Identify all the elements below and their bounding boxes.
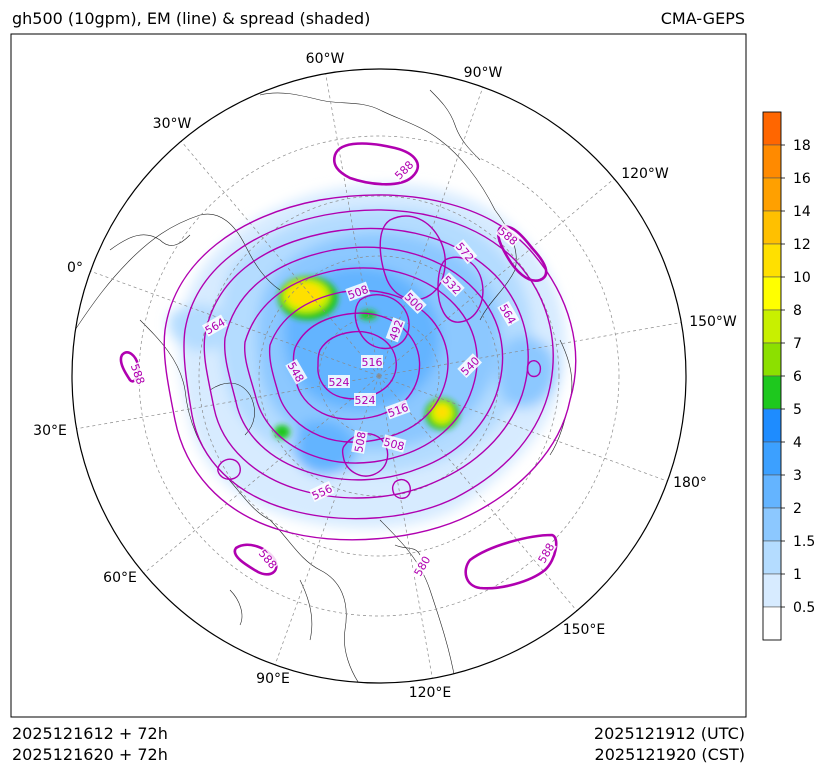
contour-label-bg <box>128 361 149 387</box>
contour-label-bg <box>328 375 350 388</box>
globe-outline <box>71 68 687 684</box>
colorbar-segment <box>762 177 782 212</box>
colorbar-label: 12 <box>793 237 811 253</box>
longitude-label: 90°E <box>256 671 290 687</box>
contour-label-bg <box>497 300 520 327</box>
contour-label-bg <box>385 317 406 343</box>
colorbar-label: 10 <box>793 270 811 286</box>
em-contours <box>163 194 577 541</box>
colorbar-segment <box>762 111 782 146</box>
colorbar-segment <box>762 342 782 377</box>
colorbar-segment <box>762 441 782 476</box>
contour-label-bg <box>256 546 281 572</box>
colorbar-label: 2 <box>793 501 802 517</box>
contour-label-bg <box>391 157 417 183</box>
coastlines <box>74 89 573 683</box>
valid-time-cst: 2025121920 (CST) <box>594 745 745 764</box>
colorbar: 18 16 14 12 10 8 7 6 5 4 3 2 1.5 1 0.5 <box>762 111 815 641</box>
map-title: gh500 (10gpm), EM (line) & spread (shade… <box>12 9 371 28</box>
contour-label-text: 508 <box>352 431 368 454</box>
model-name: CMA-GEPS <box>660 9 745 28</box>
colorbar-label: 8 <box>793 303 802 319</box>
colorbar-label: 1 <box>793 567 802 583</box>
colorbar-label: 7 <box>793 336 802 352</box>
longitude-label: 30°W <box>153 116 192 132</box>
colorbar-segment <box>762 210 782 245</box>
longitude-label: 180° <box>673 475 707 491</box>
colorbar-segment <box>762 144 782 179</box>
contour-label: 508 <box>351 429 369 454</box>
longitude-label: 120°E <box>409 685 452 701</box>
colorbar-segment <box>762 276 782 311</box>
colorbar-segment <box>762 540 782 575</box>
longitude-label: 150°E <box>563 622 606 638</box>
colorbar-label: 5 <box>793 402 802 418</box>
contour-label-bg <box>457 353 483 379</box>
longitude-label: 60°E <box>103 570 137 586</box>
contour-label-bg <box>354 393 376 406</box>
contour-label-text: 508 <box>382 435 406 453</box>
colorbar-label: 1.5 <box>793 534 815 550</box>
contour-label: 524 <box>354 393 376 407</box>
init-time-utc: 2025121612 + 72h <box>12 724 168 743</box>
contour-label-bg <box>439 272 465 298</box>
colorbar-label: 0.5 <box>793 600 815 616</box>
contour-label-bg <box>309 481 335 503</box>
contour-label-text: 516 <box>362 356 383 369</box>
colorbar-segment <box>762 309 782 344</box>
contour-label-bg <box>381 434 407 453</box>
contour-label-bg <box>495 223 521 248</box>
colorbar-label: 3 <box>793 468 802 484</box>
colorbar-segment <box>762 606 782 641</box>
contour-label-bg <box>401 289 427 315</box>
valid-time-utc: 2025121912 (UTC) <box>593 724 745 743</box>
longitude-label: 0° <box>67 260 83 276</box>
longitude-label: 60°W <box>306 51 345 67</box>
map-globe <box>74 69 685 683</box>
contour-label-bg <box>534 539 557 566</box>
contour-label-bg <box>351 429 368 454</box>
contour-label-text: 524 <box>355 394 376 407</box>
contour-label: 524 <box>328 375 350 389</box>
contour-label: 508 <box>381 434 407 453</box>
contour-label-bg <box>410 552 433 579</box>
longitude-label: 150°W <box>689 314 737 330</box>
contour-label: 516 <box>361 355 383 369</box>
colorbar-segment <box>762 375 782 410</box>
init-time-cst: 2025121620 + 72h <box>12 745 168 764</box>
contour-label-bg <box>385 399 411 420</box>
longitude-label: 30°E <box>33 423 67 439</box>
longitude-label: 90°W <box>464 65 503 81</box>
colorbar-label: 14 <box>793 204 811 220</box>
contour-label-bg <box>201 314 228 337</box>
contour-label-bg <box>361 355 383 368</box>
colorbar-segment <box>762 408 782 443</box>
longitude-label: 120°W <box>621 166 669 182</box>
colorbar-label: 6 <box>793 369 802 385</box>
colorbar-label: 18 <box>793 138 811 154</box>
colorbar-segment <box>762 573 782 608</box>
contour-label-bg <box>285 358 308 385</box>
colorbar-segment <box>762 474 782 509</box>
colorbar-label: 4 <box>793 435 802 451</box>
colorbar-label: 16 <box>793 171 811 187</box>
longitude-labels: 60°W 90°W 30°W 120°W 0° 150°W 30°E 180° 60°E 150°… <box>33 51 737 701</box>
contour-label-bg <box>345 281 371 302</box>
contour-label-bg <box>453 239 478 265</box>
colorbar-segment <box>762 243 782 278</box>
contour-label-text: 524 <box>329 376 350 389</box>
colorbar-segment <box>762 507 782 542</box>
